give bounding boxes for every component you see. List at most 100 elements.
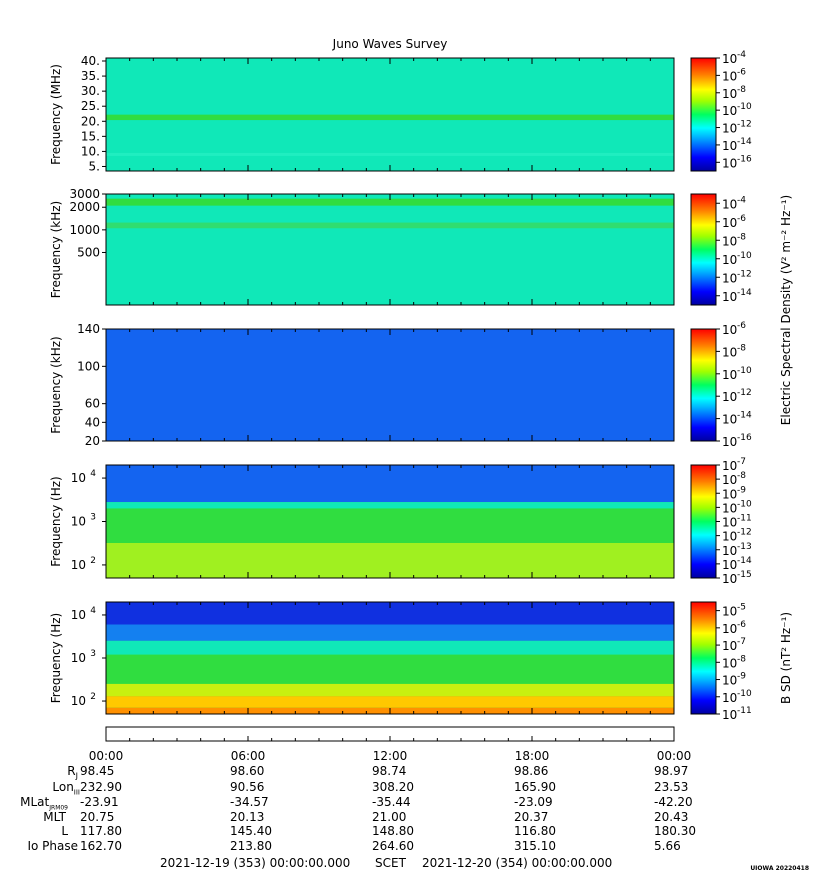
colorbar-p4-label-6: 10: [722, 544, 737, 558]
colorbar-p1-exp-1: -6: [737, 67, 746, 77]
colorbar-p1-label-0: 10: [722, 52, 737, 66]
ephem-value: 98.60: [230, 764, 265, 778]
chart-title: Juno Waves Survey: [332, 37, 448, 51]
colorbar-p5-label-3: 10: [722, 656, 737, 670]
panel-p5-band-3: [106, 683, 674, 697]
colorbar-p2-exp-3: -10: [737, 251, 752, 261]
panel-p2-band-1: [106, 222, 674, 229]
colorbar-p4-exp-2: -9: [737, 485, 746, 495]
colorbar-p5-label-2: 10: [722, 639, 737, 653]
ephem-value: 315.10: [514, 839, 556, 853]
ephem-value: 264.60: [372, 839, 414, 853]
colorbar-p4-exp-6: -13: [737, 542, 752, 552]
colorbar-p1-exp-4: -12: [737, 120, 752, 130]
colorbar-p4-exp-7: -14: [737, 556, 752, 566]
panel-p1-ylabel-2: 30.: [81, 84, 100, 98]
ephem-value: -23.09: [514, 795, 553, 809]
panel-p2-ylabel-1: 2000: [69, 200, 100, 214]
ephem-value: 145.40: [230, 824, 272, 838]
colorbar-p3-exp-5: -16: [737, 433, 752, 443]
colorbar-p3-label-3: 10: [722, 390, 737, 404]
colorbar-p5-label-0: 10: [722, 605, 737, 619]
panel-p1-ylabel-1: 35.: [81, 69, 100, 83]
panel-p5-yexp-0: 4: [90, 606, 96, 616]
ephem-value: 98.74: [372, 764, 407, 778]
ephem-value: 90.56: [230, 780, 265, 794]
colorbar-p2: [690, 193, 717, 306]
panel-p1-ylabel-5: 15.: [81, 129, 100, 143]
panel-p4-band-1: [106, 502, 674, 509]
panel-p5-axis-label: Frequency (Hz): [49, 613, 63, 704]
panel-p2-axis-label: Frequency (kHz): [49, 201, 63, 298]
colorbar-p1-label-4: 10: [722, 122, 737, 136]
colorbar-p3-exp-3: -12: [737, 388, 752, 398]
ephem-value: 98.45: [80, 764, 115, 778]
colorbar-p2-label-4: 10: [722, 271, 737, 285]
footer-scet: SCET: [375, 856, 406, 870]
colorbar-p3-exp-4: -14: [737, 411, 752, 421]
panel-p1-ylabel-4: 20.: [81, 114, 100, 128]
ephem-value: 116.80: [514, 824, 556, 838]
panel-p5-yexp-2: 2: [90, 692, 96, 702]
ephem-label-lon: LonIII: [52, 780, 80, 797]
colorbar-p2-exp-0: -4: [737, 195, 746, 205]
colorbar-p4-label-7: 10: [722, 558, 737, 572]
colorbar-p5-exp-5: -10: [737, 689, 752, 699]
colorbar-p4-exp-4: -11: [737, 514, 752, 524]
panel-p2-ylabel-2: 1000: [69, 223, 100, 237]
colorbar-p3-exp-0: -6: [737, 321, 746, 331]
colorbar-p5-exp-6: -11: [737, 706, 752, 716]
ephem-value: 20.43: [654, 810, 689, 824]
panel-p1-ylabel-6: 10.: [81, 144, 100, 158]
panel-p5-band-4: [106, 696, 674, 708]
panel-p5-ylabel-0: 10: [71, 608, 86, 622]
time-label-4: 00:00: [657, 749, 692, 763]
ephem-value: 20.13: [230, 810, 265, 824]
ephem-label-mlt: MLT: [43, 810, 66, 824]
time-label-0: 00:00: [89, 749, 124, 763]
panel-p5-ylabel-2: 10: [71, 694, 86, 708]
panel-p4-yexp-1: 3: [90, 513, 96, 523]
footer-start: 2021-12-19 (353) 00:00:00.000: [160, 856, 351, 870]
ephem-value: 98.86: [514, 764, 549, 778]
ephem-value: -34.57: [230, 795, 269, 809]
colorbar-p1-exp-2: -8: [737, 85, 746, 95]
panel-p5-yexp-1: 3: [90, 649, 96, 659]
colorbar-p2-exp-4: -12: [737, 269, 752, 279]
colorbar-p5-label-5: 10: [722, 691, 737, 705]
ephem-value: 5.66: [654, 839, 681, 853]
colorbar-p2-label-2: 10: [722, 234, 737, 248]
colorbar-p2-exp-5: -14: [737, 288, 752, 298]
stamp: UIOWA 20220418: [750, 865, 809, 872]
colorbar-p4-label-2: 10: [722, 487, 737, 501]
panel-p3-background: [106, 329, 674, 441]
colorbar-p3-label-4: 10: [722, 413, 737, 427]
colorbar-p1-label-6: 10: [722, 156, 737, 170]
colorbar-label-magnetic: B SD (nT² Hz⁻¹): [779, 612, 793, 704]
ephem-value: 232.90: [80, 780, 122, 794]
colorbar-p5-label-6: 10: [722, 708, 737, 722]
panel-p3-ylabel-3: 40: [85, 415, 100, 429]
panel-p3-ylabel-4: 20: [85, 434, 100, 448]
ephem-value: 20.37: [514, 810, 549, 824]
colorbar-p2-label-5: 10: [722, 290, 737, 304]
colorbar-p1-exp-5: -14: [737, 137, 752, 147]
colorbar-p1-label-3: 10: [722, 104, 737, 118]
colorbar-p5-exp-1: -6: [737, 620, 746, 630]
colorbar-p3-label-5: 10: [722, 435, 737, 449]
panel-p4-yexp-0: 4: [90, 469, 96, 479]
colorbar-p4-label-4: 10: [722, 516, 737, 530]
ephem-value: 148.80: [372, 824, 414, 838]
ephem-label-mlat: MLatJRM09: [20, 795, 68, 812]
colorbar-p2-exp-2: -8: [737, 232, 746, 242]
panel-p4-ylabel-0: 10: [71, 471, 86, 485]
colorbar-label-electric: Electric Spectral Density (V² m⁻² Hz⁻¹): [779, 195, 793, 425]
panel-p5-band-2: [106, 640, 674, 655]
ephem-value: 117.80: [80, 824, 122, 838]
colorbar-p1-exp-6: -16: [737, 154, 752, 164]
ephem-value: 23.53: [654, 780, 689, 794]
colorbar-p5-exp-3: -8: [737, 654, 746, 664]
ephem-value: 98.97: [654, 764, 689, 778]
ephem-label-rj: RJ: [67, 764, 78, 781]
